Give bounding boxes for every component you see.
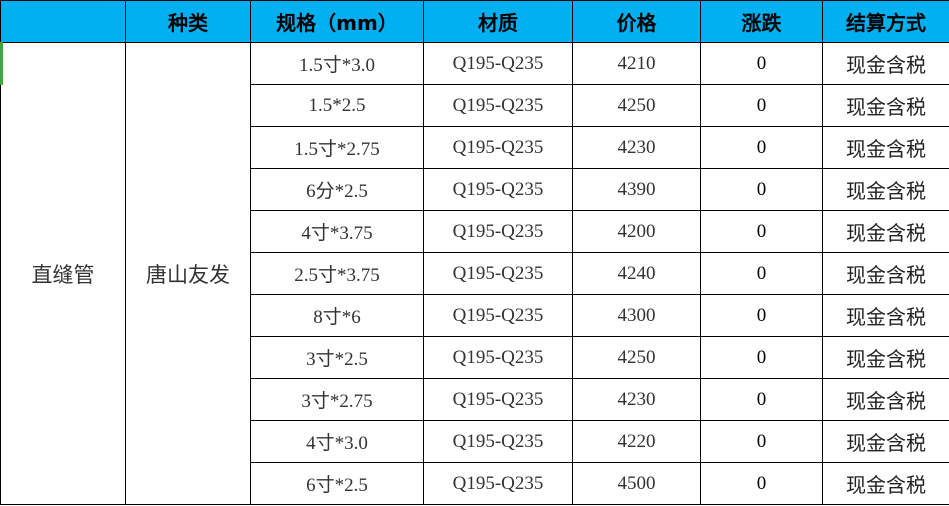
header-row: 种类 规格（mm） 材质 价格 涨跌 结算方式 (0, 0, 949, 43)
material-cell[interactable]: Q195-Q235 (423, 84, 573, 127)
payment-cell[interactable]: 现金含税 (822, 168, 949, 211)
spec-cell[interactable]: 1.5*2.5 (250, 84, 424, 127)
table-row: 1.5*2.5 Q195-Q235 4250 0 现金含税 (1, 84, 949, 127)
price-cell[interactable]: 4220 (572, 420, 701, 463)
price-cell[interactable]: 4250 (572, 84, 701, 127)
table-row: 6寸*2.5 Q195-Q235 4500 0 现金含税 (1, 462, 949, 505)
change-cell[interactable]: 0 (700, 168, 823, 211)
spec-cell[interactable]: 1.5寸*3.0 (250, 42, 424, 85)
brand-cell[interactable]: 唐山友发 (125, 42, 251, 505)
payment-cell[interactable]: 现金含税 (822, 84, 949, 127)
price-cell[interactable]: 4200 (572, 210, 701, 253)
payment-cell[interactable]: 现金含税 (822, 210, 949, 253)
change-cell[interactable]: 0 (700, 126, 823, 169)
table-row: 4寸*3.75 Q195-Q235 4200 0 现金含税 (1, 210, 949, 253)
payment-cell[interactable]: 现金含税 (822, 378, 949, 421)
product-cell[interactable]: 直缝管 (0, 42, 126, 505)
spec-cell[interactable]: 4寸*3.75 (250, 210, 424, 253)
header-blank[interactable] (0, 0, 126, 43)
price-cell[interactable]: 4390 (572, 168, 701, 211)
material-cell[interactable]: Q195-Q235 (423, 420, 573, 463)
price-cell[interactable]: 4210 (572, 42, 701, 85)
material-cell[interactable]: Q195-Q235 (423, 336, 573, 379)
change-cell[interactable]: 0 (700, 336, 823, 379)
cell-selection-marker (0, 42, 3, 85)
header-price[interactable]: 价格 (572, 0, 701, 43)
change-cell[interactable]: 0 (700, 294, 823, 337)
payment-cell[interactable]: 现金含税 (822, 294, 949, 337)
price-cell[interactable]: 4300 (572, 294, 701, 337)
spec-cell[interactable]: 3寸*2.75 (250, 378, 424, 421)
payment-cell[interactable]: 现金含税 (822, 252, 949, 295)
spec-cell[interactable]: 2.5寸*3.75 (250, 252, 424, 295)
price-cell[interactable]: 4230 (572, 126, 701, 169)
price-cell[interactable]: 4230 (572, 378, 701, 421)
payment-cell[interactable]: 现金含税 (822, 420, 949, 463)
header-category[interactable]: 种类 (125, 0, 251, 43)
spec-cell[interactable]: 6分*2.5 (250, 168, 424, 211)
payment-cell[interactable]: 现金含税 (822, 42, 949, 85)
material-cell[interactable]: Q195-Q235 (423, 252, 573, 295)
spec-cell[interactable]: 3寸*2.5 (250, 336, 424, 379)
header-material[interactable]: 材质 (423, 0, 573, 43)
material-cell[interactable]: Q195-Q235 (423, 294, 573, 337)
table-row: 4寸*3.0 Q195-Q235 4220 0 现金含税 (1, 420, 949, 463)
header-payment[interactable]: 结算方式 (822, 0, 949, 43)
table-row: 1.5寸*2.75 Q195-Q235 4230 0 现金含税 (1, 126, 949, 169)
price-cell[interactable]: 4500 (572, 462, 701, 505)
table-row: 3寸*2.5 Q195-Q235 4250 0 现金含税 (1, 336, 949, 379)
material-cell[interactable]: Q195-Q235 (423, 42, 573, 85)
change-cell[interactable]: 0 (700, 420, 823, 463)
material-cell[interactable]: Q195-Q235 (423, 210, 573, 253)
change-cell[interactable]: 0 (700, 210, 823, 253)
header-change[interactable]: 涨跌 (700, 0, 823, 43)
spec-cell[interactable]: 1.5寸*2.75 (250, 126, 424, 169)
change-cell[interactable]: 0 (700, 252, 823, 295)
change-cell[interactable]: 0 (700, 84, 823, 127)
price-cell[interactable]: 4240 (572, 252, 701, 295)
material-cell[interactable]: Q195-Q235 (423, 462, 573, 505)
material-cell[interactable]: Q195-Q235 (423, 126, 573, 169)
spec-cell[interactable]: 4寸*3.0 (250, 420, 424, 463)
price-cell[interactable]: 4250 (572, 336, 701, 379)
change-cell[interactable]: 0 (700, 378, 823, 421)
table-row: 直缝管 唐山友发 1.5寸*3.0 Q195-Q235 4210 0 现金含税 (0, 42, 949, 505)
change-cell[interactable]: 0 (700, 462, 823, 505)
payment-cell[interactable]: 现金含税 (822, 126, 949, 169)
change-cell[interactable]: 0 (700, 42, 823, 85)
payment-cell[interactable]: 现金含税 (822, 336, 949, 379)
header-spec[interactable]: 规格（mm） (250, 0, 424, 43)
spec-cell[interactable]: 8寸*6 (250, 294, 424, 337)
table-row: 8寸*6 Q195-Q235 4300 0 现金含税 (1, 294, 949, 337)
material-cell[interactable]: Q195-Q235 (423, 168, 573, 211)
table-row: 3寸*2.75 Q195-Q235 4230 0 现金含税 (1, 378, 949, 421)
payment-cell[interactable]: 现金含税 (822, 462, 949, 505)
material-cell[interactable]: Q195-Q235 (423, 378, 573, 421)
spec-cell[interactable]: 6寸*2.5 (250, 462, 424, 505)
